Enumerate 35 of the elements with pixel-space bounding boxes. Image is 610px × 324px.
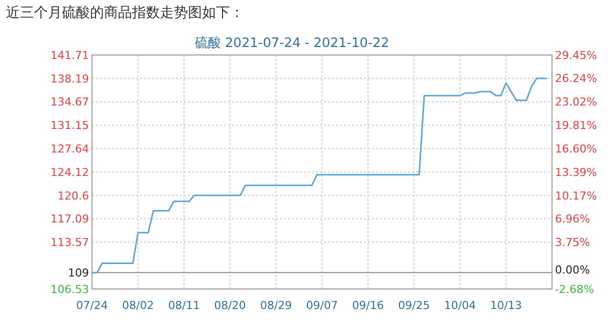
y2-tick-label: 16.60% <box>555 142 597 156</box>
x-tick-label: 09/07 <box>306 299 338 312</box>
y2-tick-label: -2.68% <box>555 282 594 296</box>
y-tick-label: 131.15 <box>50 119 89 132</box>
y2-tick-label: 26.24% <box>555 72 597 86</box>
y-tick-label: 127.64 <box>50 142 89 156</box>
x-tick-label: 10/13 <box>490 299 522 312</box>
x-tick-label: 09/16 <box>352 299 384 312</box>
y2-tick-label: 6.96% <box>555 212 590 226</box>
y-tick-label: 134.67 <box>50 96 89 109</box>
y2-tick-label: 3.75% <box>555 236 590 250</box>
y2-tick-label: 19.81% <box>555 119 597 132</box>
y-tick-label: 117.09 <box>50 212 89 226</box>
y-tick-label: 124.12 <box>50 166 89 179</box>
x-tick-label: 10/04 <box>444 299 476 312</box>
y2-tick-label: 13.39% <box>555 166 597 179</box>
line-series <box>91 78 548 274</box>
chart-subtitle: 硫酸 2021-07-24 - 2021-10-22 <box>194 36 390 51</box>
y2-tick-label: 29.45% <box>555 48 597 62</box>
y-tick-label: 120.6 <box>58 189 89 202</box>
x-tick-label: 08/29 <box>260 299 292 312</box>
y-tick-label: 109 <box>68 266 89 280</box>
y2-tick-label: 10.17% <box>555 189 597 202</box>
x-tick-label: 09/25 <box>398 299 430 312</box>
y2-tick-label: 23.02% <box>555 96 597 109</box>
x-tick-label: 08/02 <box>122 299 154 312</box>
y-tick-label: 106.53 <box>50 282 89 296</box>
y2-tick-label: 0.00% <box>555 263 590 276</box>
y-tick-label: 141.71 <box>50 48 89 62</box>
chart-title: 近三个月硫酸的商品指数走势图如下： <box>6 5 244 21</box>
y-tick-label: 113.57 <box>50 236 89 250</box>
y-tick-label: 138.19 <box>50 72 89 86</box>
x-tick-label: 07/24 <box>76 299 108 312</box>
x-tick-label: 08/20 <box>214 299 246 312</box>
x-tick-label: 08/11 <box>168 299 200 312</box>
